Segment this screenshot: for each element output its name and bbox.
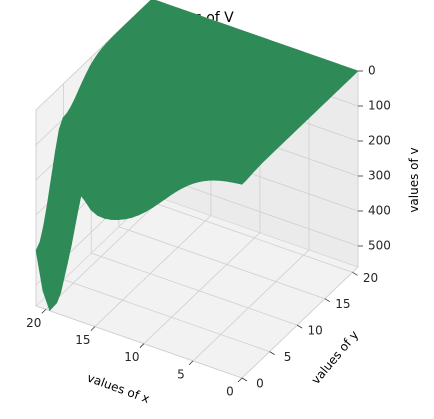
z-tick-label: 400 <box>368 204 391 218</box>
y-tick-label: 0 <box>256 377 264 391</box>
y-tick <box>324 298 331 303</box>
y-tick-label: 20 <box>363 271 378 285</box>
gridline-y-floor <box>91 252 298 326</box>
y-tick <box>241 377 248 382</box>
gridline-x-floor <box>94 215 212 327</box>
x-tick <box>237 377 243 383</box>
y-tick-label: 5 <box>284 350 292 364</box>
z-tick-label: 200 <box>368 134 391 148</box>
x-tick <box>139 343 145 348</box>
gridline-x-floor <box>45 198 163 310</box>
z-tick-label: 500 <box>368 239 391 253</box>
x-tick <box>90 326 96 331</box>
x-tick-label: 15 <box>75 333 90 347</box>
gridline-y-floor <box>35 305 243 379</box>
x-tick-label: 0 <box>226 385 234 399</box>
z-axis-label: values of v <box>407 147 421 212</box>
y-tick <box>352 271 358 276</box>
surface-patch <box>234 178 247 185</box>
surface <box>35 0 359 312</box>
gridline-y-floor <box>63 279 270 352</box>
y-tick <box>296 324 303 329</box>
gridline-x-floor <box>143 232 261 344</box>
y-tick-label: 15 <box>335 297 350 311</box>
gridline-y-floor <box>146 199 353 273</box>
x-tick-label: 20 <box>26 316 41 330</box>
surface-patch <box>49 292 61 311</box>
z-tick-label: 300 <box>368 169 391 183</box>
gridline-y-floor <box>118 226 326 300</box>
x-tick-label: 10 <box>124 350 139 364</box>
x-tick <box>41 309 47 314</box>
y-tick <box>269 351 275 355</box>
x-axis-label: values of x <box>85 370 151 405</box>
x-tick <box>188 360 194 366</box>
gridline-x-floor <box>192 249 310 362</box>
z-tick-label: 100 <box>368 99 391 113</box>
z-tick-label: 0 <box>368 64 376 78</box>
x-tick-label: 5 <box>177 367 185 381</box>
gridline-x-floor <box>241 266 359 379</box>
y-tick-label: 10 <box>308 324 323 338</box>
